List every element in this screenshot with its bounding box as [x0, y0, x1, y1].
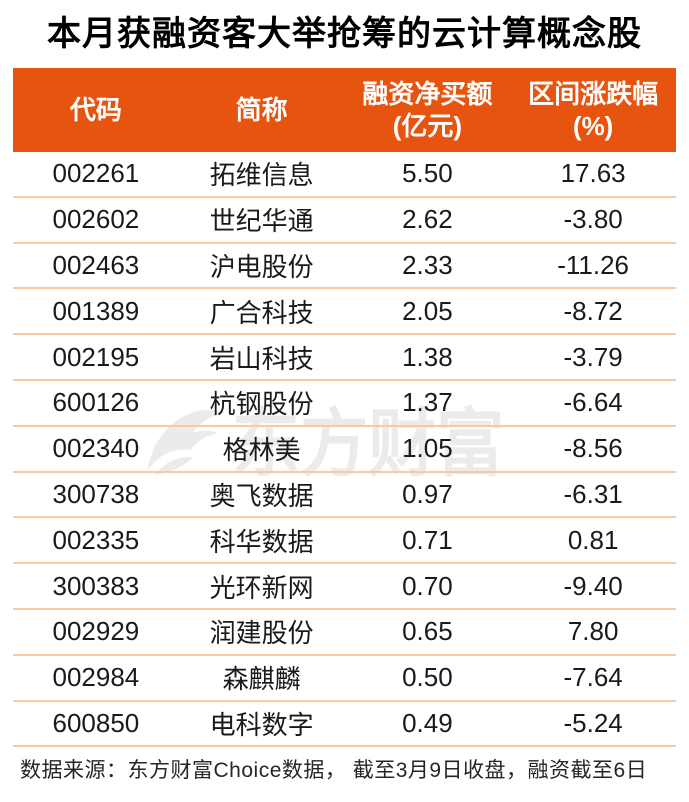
- cell-net-buy: 2.05: [402, 295, 453, 326]
- cell-change: 0.81: [567, 524, 619, 555]
- header-cell-code: 代码: [13, 68, 179, 152]
- cell-code: 300383: [52, 570, 140, 601]
- header-label-line1: 区间涨跌幅: [528, 78, 659, 109]
- header-label-line2: (亿元): [392, 111, 463, 141]
- cell-name: 科华数据: [209, 526, 314, 557]
- table-row: 002335 科华数据 0.71 0.81: [13, 518, 676, 565]
- cell-change: -8.72: [563, 295, 623, 326]
- eastmoney-flame-logo-icon: [147, 409, 225, 475]
- cell-change: -5.24: [563, 707, 623, 738]
- cell-change: -8.56: [563, 433, 623, 464]
- stock-table: 代码 简称 融资净买额 (亿元) 区间涨跌幅 (%) 002261 拓维信息 5…: [13, 68, 676, 748]
- cell-net-buy: 0.65: [402, 616, 453, 647]
- table-row: 600850 电科数字 0.49 -5.24: [13, 702, 676, 748]
- cell-net-buy: 2.33: [402, 249, 453, 280]
- cell-net-buy: 0.97: [402, 478, 453, 509]
- cell-code: 600850: [52, 707, 140, 738]
- cell-name: 拓维信息: [209, 160, 314, 191]
- cell-name: 沪电股份: [209, 251, 314, 282]
- table-row: 002984 森麒麟 0.50 -7.64: [13, 656, 676, 702]
- cell-code: 002340: [52, 433, 140, 464]
- cell-change: -6.31: [563, 478, 623, 509]
- cell-name: 广合科技: [209, 297, 314, 328]
- cell-net-buy: 0.49: [402, 707, 453, 738]
- cell-name: 格林美: [222, 435, 301, 466]
- cell-net-buy: 0.50: [402, 662, 453, 693]
- table-row: 002602 世纪华通 2.62 -3.80: [13, 198, 676, 244]
- table-row: 002195 岩山科技 1.38 -3.79: [13, 335, 676, 381]
- cell-code: 002463: [52, 249, 140, 280]
- cell-name: 森麒麟: [222, 664, 301, 695]
- cell-change: -7.64: [563, 662, 623, 693]
- table-row: 002340 格林美 1.05 -8.56: [13, 427, 676, 473]
- header-cell-name: 简称: [179, 68, 345, 152]
- cell-net-buy: 0.70: [402, 570, 453, 601]
- cell-net-buy: 1.05: [402, 433, 453, 464]
- cell-code: 002984: [52, 662, 140, 693]
- cell-code: 002929: [52, 616, 140, 647]
- table-row: 600126 杭钢股份 1.37 -6.64: [13, 381, 676, 427]
- cell-code: 001389: [52, 295, 140, 326]
- cell-net-buy: 1.38: [402, 341, 453, 372]
- data-source-note: 数据来源：东方财富Choice数据， 截至3月9日收盘，融资截至6日: [20, 759, 648, 782]
- cell-code: 600126: [52, 387, 140, 418]
- cell-name: 奥飞数据: [209, 480, 314, 511]
- table-header: 代码 简称 融资净买额 (亿元) 区间涨跌幅 (%): [13, 68, 676, 152]
- header-cell-change: 区间涨跌幅 (%): [510, 68, 676, 152]
- cell-code: 300738: [52, 478, 140, 509]
- cell-change: -6.64: [563, 387, 623, 418]
- cell-change: -11.26: [557, 249, 630, 280]
- table-row: 300738 奥飞数据 0.97 -6.31: [13, 473, 676, 519]
- cell-name: 杭钢股份: [209, 389, 314, 420]
- cell-change: 17.63: [560, 158, 626, 189]
- header-cell-net-buy: 融资净买额 (亿元): [345, 68, 511, 152]
- cell-change: -3.80: [563, 204, 623, 235]
- cell-code: 002602: [52, 204, 140, 235]
- table-row: 002463 沪电股份 2.33 -11.26: [13, 244, 676, 290]
- cell-net-buy: 5.50: [402, 158, 453, 189]
- cell-name: 岩山科技: [209, 343, 314, 374]
- table-row: 002929 润建股份 0.65 7.80: [13, 610, 676, 656]
- page-title: 本月获融资客大举抢筹的云计算概念股: [47, 15, 642, 53]
- cell-change: -3.79: [563, 341, 623, 372]
- header-label: 代码: [69, 94, 122, 125]
- cell-name: 润建股份: [209, 618, 314, 649]
- cell-name: 光环新网: [209, 572, 314, 603]
- cell-code: 002335: [52, 524, 140, 555]
- table-row: 300383 光环新网 0.70 -9.40: [13, 564, 676, 610]
- cell-change: 7.80: [567, 616, 619, 647]
- cell-code: 002195: [52, 341, 140, 372]
- cell-name: 世纪华通: [209, 206, 314, 237]
- cell-code: 002261: [52, 158, 140, 189]
- cell-change: -9.40: [563, 570, 623, 601]
- cell-net-buy: 0.71: [402, 524, 453, 555]
- header-label-line1: 融资净买额: [362, 78, 493, 109]
- cell-net-buy: 2.62: [402, 204, 453, 235]
- cell-name: 电科数字: [209, 709, 314, 740]
- table-row: 002261 拓维信息 5.50 17.63: [13, 152, 676, 198]
- cell-net-buy: 1.37: [402, 387, 453, 418]
- header-label-line2: (%): [572, 111, 614, 141]
- header-label: 简称: [235, 94, 288, 125]
- table-row: 001389 广合科技 2.05 -8.72: [13, 289, 676, 336]
